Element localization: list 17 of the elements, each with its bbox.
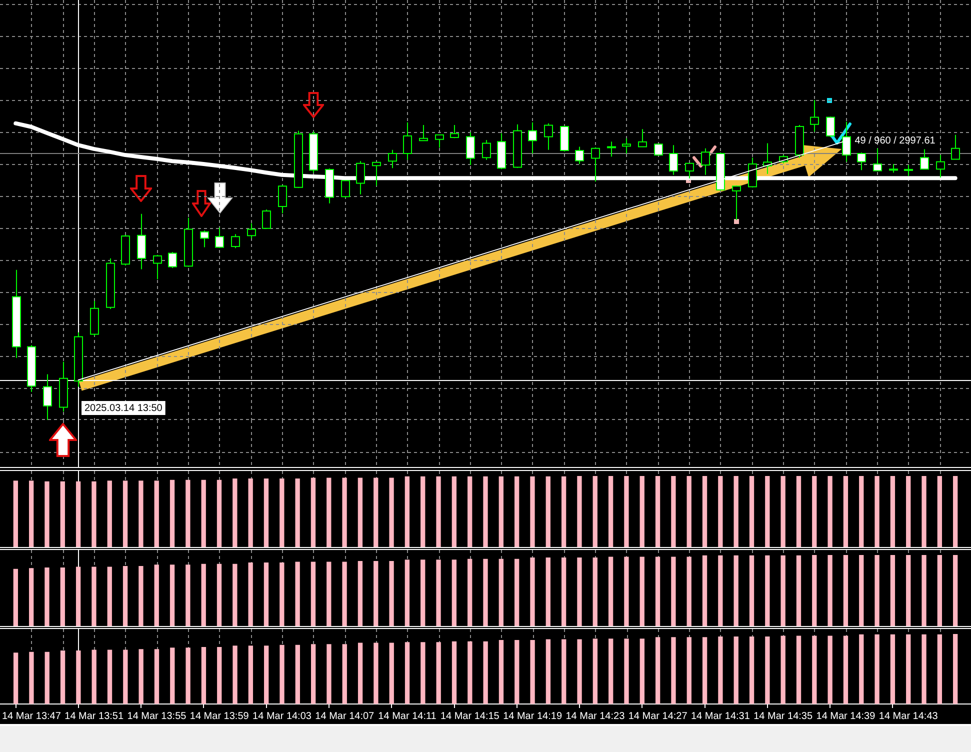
ref-line-label: 2025.03.14 13:50 xyxy=(84,402,163,414)
x-tick-label: 14 Mar 14:03 xyxy=(252,710,312,722)
annotation: 49 / 960 / 2997.61 xyxy=(854,136,936,147)
x-tick-label: 14 Mar 14:39 xyxy=(816,710,876,722)
x-tick-label: 14 Mar 14:43 xyxy=(878,710,938,722)
x-tick-label: 14 Mar 13:59 xyxy=(190,710,250,722)
x-tick-label: 14 Mar 14:11 xyxy=(378,710,437,722)
x-tick-label: 14 Mar 14:07 xyxy=(315,710,375,722)
x-tick-label: 14 Mar 14:15 xyxy=(440,710,500,722)
x-tick-label: 14 Mar 13:55 xyxy=(127,710,187,722)
x-tick-label: 14 Mar 14:27 xyxy=(628,710,688,722)
x-tick-label: 14 Mar 14:23 xyxy=(566,710,626,722)
x-tick-label: 14 Mar 14:19 xyxy=(503,710,562,722)
x-tick-label: 14 Mar 14:35 xyxy=(754,710,813,722)
x-tick-label: 14 Mar 14:31 xyxy=(690,710,750,722)
x-tick-label: 14 Mar 13:51 xyxy=(64,710,124,722)
x-tick-label: 14 Mar 13:47 xyxy=(2,710,62,722)
